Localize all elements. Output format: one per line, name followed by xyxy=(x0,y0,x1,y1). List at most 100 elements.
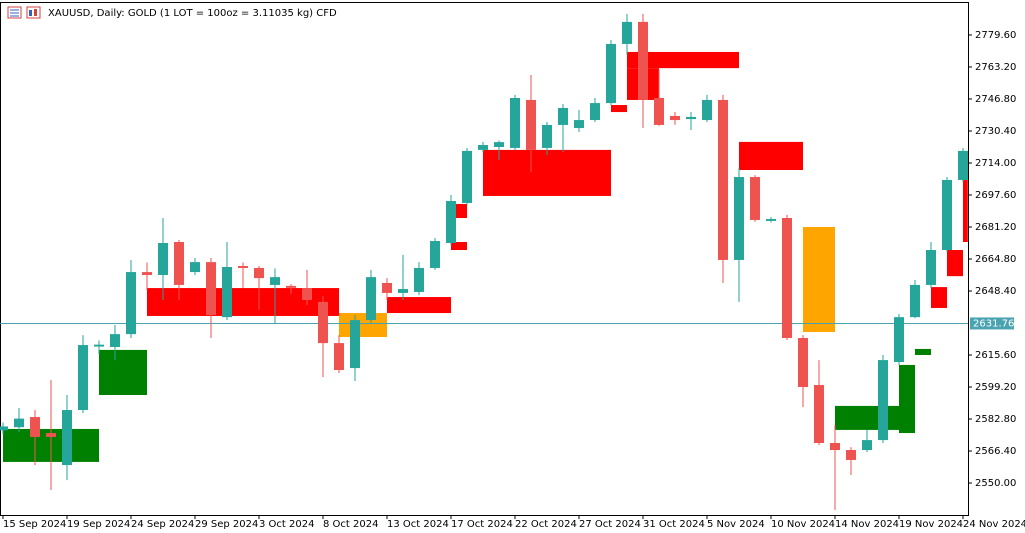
candle-body xyxy=(286,285,296,288)
candle-body xyxy=(462,150,472,203)
x-tick-label: 17 Oct 2024 xyxy=(451,519,513,530)
candle-body xyxy=(222,266,232,318)
candle-body xyxy=(702,99,712,121)
candle-body xyxy=(846,450,856,460)
candle-body xyxy=(30,417,40,437)
candle-body xyxy=(62,410,72,466)
candle-body xyxy=(78,345,88,411)
candle-body xyxy=(798,338,808,387)
candle-body xyxy=(574,120,584,129)
chart-title: XAUUSD, Daily: GOLD (1 LOT = 100oz = 3.1… xyxy=(48,8,337,19)
candle-body xyxy=(734,177,744,260)
candle-body xyxy=(526,99,536,150)
y-tick-label: 2582.80 xyxy=(975,414,1016,425)
x-tick-label: 22 Oct 2024 xyxy=(515,519,577,530)
zone xyxy=(451,242,467,251)
candle-body xyxy=(814,385,824,443)
candle-body xyxy=(174,242,184,285)
x-tick-label: 24 Nov 2024 xyxy=(963,519,1025,530)
title-icons xyxy=(7,6,41,19)
candle-body xyxy=(446,201,456,243)
candle-body xyxy=(542,124,552,148)
candle-body xyxy=(142,272,152,275)
zone xyxy=(803,226,835,332)
y-tick-label: 2730.40 xyxy=(975,126,1016,137)
candle-body xyxy=(910,284,920,318)
zone xyxy=(931,287,947,308)
candle-body xyxy=(942,179,952,251)
candle-body xyxy=(94,344,104,347)
x-tick-label: 10 Nov 2024 xyxy=(771,519,835,530)
x-tick-label: 5 Nov 2024 xyxy=(707,519,765,530)
candle-body xyxy=(414,267,424,292)
y-tick-label: 2681.20 xyxy=(975,222,1016,233)
icon xyxy=(29,10,32,16)
candle-body xyxy=(190,262,200,273)
y-tick-label: 2779.60 xyxy=(975,30,1016,41)
zone xyxy=(483,149,611,196)
zone xyxy=(963,179,968,243)
zone xyxy=(627,51,739,69)
candle-body xyxy=(878,360,888,441)
zone xyxy=(915,348,931,355)
zone xyxy=(899,364,915,434)
candle-body xyxy=(670,115,680,121)
candle-body xyxy=(958,150,968,180)
x-tick-label: 13 Oct 2024 xyxy=(387,519,449,530)
zone xyxy=(611,105,627,113)
zone xyxy=(947,250,963,277)
candle-body xyxy=(302,288,312,300)
candle-body xyxy=(334,343,344,371)
candle-body xyxy=(206,262,216,315)
zone xyxy=(387,297,451,314)
x-tick-label: 31 Oct 2024 xyxy=(643,519,705,530)
candle-body xyxy=(862,440,872,451)
y-tick-label: 2697.60 xyxy=(975,190,1016,201)
y-tick-label: 2550.00 xyxy=(975,478,1016,489)
candle-body xyxy=(158,242,168,275)
candle-body xyxy=(494,142,504,147)
current-price-box xyxy=(970,317,1014,330)
candle-body xyxy=(510,98,520,148)
x-tick-label: 8 Oct 2024 xyxy=(323,519,378,530)
candle-body xyxy=(238,266,248,268)
candle-body xyxy=(622,21,632,44)
candle-body xyxy=(14,418,24,428)
x-tick-label: 29 Sep 2024 xyxy=(195,519,258,530)
zone xyxy=(739,141,803,171)
y-tick-label: 2714.00 xyxy=(975,158,1016,169)
candle-body xyxy=(0,426,8,431)
candle-body xyxy=(382,282,392,293)
y-tick-label: 2566.40 xyxy=(975,446,1016,457)
candle-body xyxy=(686,116,696,120)
y-tick-label: 2664.80 xyxy=(975,254,1016,265)
x-tick-label: 24 Sep 2024 xyxy=(131,519,194,530)
candle-body xyxy=(318,301,328,344)
candle-body xyxy=(254,267,264,279)
candle-body xyxy=(894,317,904,363)
candle-body xyxy=(590,103,600,121)
candle-body xyxy=(350,320,360,369)
x-tick-label: 27 Oct 2024 xyxy=(579,519,641,530)
candle-body xyxy=(638,21,648,100)
candle-body xyxy=(606,43,616,104)
zone xyxy=(835,405,899,430)
candle-body xyxy=(478,145,488,150)
candle-body xyxy=(366,277,376,321)
candle-body xyxy=(830,442,840,451)
candle-body xyxy=(46,433,56,437)
candle-body xyxy=(398,289,408,293)
y-tick-label: 2648.40 xyxy=(975,286,1016,297)
candle-body xyxy=(926,250,936,285)
zone xyxy=(339,313,387,338)
x-tick-label: 19 Nov 2024 xyxy=(899,519,963,530)
candle-body xyxy=(558,107,568,125)
candle-body xyxy=(766,218,776,221)
candle-body xyxy=(750,177,760,220)
candle-body xyxy=(126,272,136,335)
zone xyxy=(99,349,147,395)
current-price-label: 2631.76 xyxy=(973,318,1014,329)
icon xyxy=(34,9,37,16)
candle-body xyxy=(782,218,792,339)
